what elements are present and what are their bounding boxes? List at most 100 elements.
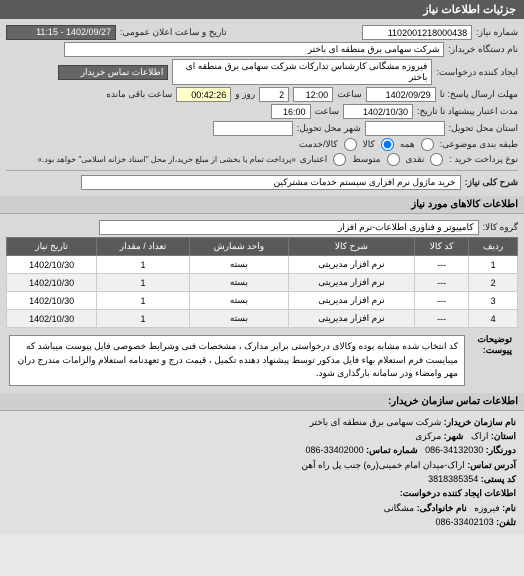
remain-days-label: روز و bbox=[235, 89, 255, 100]
remain-days: 2 bbox=[259, 87, 289, 102]
announce-field: 1402/09/27 - 11:15 bbox=[6, 25, 116, 40]
remain-time: 00:42:26 bbox=[176, 87, 231, 102]
table-header: کد کالا bbox=[414, 238, 469, 256]
deadline-time: 12:00 bbox=[293, 87, 333, 102]
goods-section-header: اطلاعات کالاهای مورد نیاز bbox=[0, 196, 524, 214]
pay-credit-radio[interactable] bbox=[333, 153, 346, 166]
table-cell: 1402/10/30 bbox=[7, 310, 97, 328]
phone-value: 33402000-086 bbox=[306, 445, 364, 455]
city-label: شهر محل تحویل: bbox=[297, 123, 361, 134]
table-cell: 1 bbox=[97, 274, 190, 292]
table-cell: بسته bbox=[189, 292, 288, 310]
table-cell: 2 bbox=[469, 274, 518, 292]
pay-medium-label: متوسط bbox=[352, 154, 380, 165]
pay-cash-radio[interactable] bbox=[430, 153, 443, 166]
table-header: تاریخ نیاز bbox=[7, 238, 97, 256]
table-row: 2---نرم افزار مدیریتیبسته11402/10/30 bbox=[7, 274, 518, 292]
cat-service-label: کالا/خدمت bbox=[299, 139, 338, 150]
table-row: 4---نرم افزار مدیریتیبسته11402/10/30 bbox=[7, 310, 518, 328]
name-label: نام: bbox=[502, 503, 516, 513]
tel-value: 33402103-086 bbox=[436, 517, 494, 527]
table-cell: 1402/10/30 bbox=[7, 292, 97, 310]
contact-button[interactable]: اطلاعات تماس خریدار bbox=[58, 65, 168, 80]
table-header: واحد شمارش bbox=[189, 238, 288, 256]
creator-section: اطلاعات ایجاد کننده درخواست: bbox=[8, 486, 516, 500]
table-cell: نرم افزار مدیریتی bbox=[289, 292, 415, 310]
payment-note: «پرداخت تمام یا بخشی از مبلغ خرید،از محل… bbox=[38, 155, 296, 164]
table-cell: 1 bbox=[97, 256, 190, 274]
request-form: شماره نیاز: 1102001218000438 تاریخ و ساع… bbox=[0, 19, 524, 196]
table-cell: --- bbox=[414, 274, 469, 292]
table-cell: 1402/10/30 bbox=[7, 256, 97, 274]
group-field: کامپیوتر و فناوری اطلاعات-نرم افزار bbox=[99, 220, 479, 235]
table-cell: --- bbox=[414, 292, 469, 310]
payment-label: نوع پرداخت خرید : bbox=[449, 154, 518, 165]
buyer-field: شرکت سهامی برق منطقه ای باختر bbox=[64, 42, 444, 57]
table-cell: 1 bbox=[469, 256, 518, 274]
validity-time: 16:00 bbox=[271, 104, 311, 119]
goods-table: ردیفکد کالاشرح کالاواحد شمارشتعداد / مقد… bbox=[6, 237, 518, 328]
table-row: 3---نرم افزار مدیریتیبسته11402/10/30 bbox=[7, 292, 518, 310]
number-label: شماره نیاز: bbox=[476, 27, 518, 38]
lastname-label: نام خانوادگی: bbox=[417, 503, 467, 513]
fax-label: دورنگار: bbox=[486, 445, 516, 455]
page-header: جزئیات اطلاعات نیاز bbox=[0, 0, 524, 19]
state-field bbox=[365, 121, 445, 136]
pay-medium-radio[interactable] bbox=[387, 153, 400, 166]
time-label-1: ساعت bbox=[337, 89, 362, 100]
deadline-date: 1402/09/29 bbox=[366, 87, 436, 102]
cat-goods-label: کالا bbox=[363, 139, 375, 150]
postal-label: کد پستی: bbox=[481, 474, 516, 484]
buyer-label: نام دستگاه خریدار: bbox=[448, 44, 518, 55]
contact-section-header: اطلاعات تماس سازمان خریدار: bbox=[0, 393, 524, 411]
table-cell: 1402/10/30 bbox=[7, 274, 97, 292]
prov-value: اراک bbox=[471, 431, 488, 441]
validity-date: 1402/10/30 bbox=[343, 104, 413, 119]
addr-value: اراک-میدان امام خمینی(ره) جنب پل راه آهن bbox=[301, 460, 464, 470]
city-field bbox=[213, 121, 293, 136]
table-cell: بسته bbox=[189, 256, 288, 274]
table-cell: نرم افزار مدیریتی bbox=[289, 274, 415, 292]
requester-field: فیروزه مشگانی کارشناس تدارکات شرکت سهامی… bbox=[172, 59, 432, 85]
category-label: طبقه بندی موضوعی: bbox=[440, 139, 518, 150]
postal-value: 3818385354 bbox=[428, 474, 478, 484]
page-title: جزئیات اطلاعات نیاز bbox=[423, 4, 516, 16]
fax-value: 34132030-086 bbox=[425, 445, 483, 455]
cat-goods-radio[interactable] bbox=[381, 138, 394, 151]
table-cell: --- bbox=[414, 256, 469, 274]
group-label: گروه کالا: bbox=[483, 222, 518, 233]
pay-credit-label: اعتباری bbox=[300, 154, 327, 165]
deadline-label: مهلت ارسال پاسخ: تا bbox=[440, 89, 518, 100]
requester-label: ایجاد کننده درخواست: bbox=[436, 67, 518, 78]
main-desc-field: خرید ماژول نرم افزاری سیستم خدمات مشترکی… bbox=[81, 175, 461, 190]
cat-all-radio[interactable] bbox=[421, 138, 434, 151]
table-header: تعداد / مقدار bbox=[97, 238, 190, 256]
table-cell: نرم افزار مدیریتی bbox=[289, 310, 415, 328]
lastname-value: مشگانی bbox=[384, 503, 415, 513]
city2-value: مرکزی bbox=[415, 431, 441, 441]
name-value: فیروزه bbox=[474, 503, 499, 513]
table-cell: 1 bbox=[97, 292, 190, 310]
table-header: ردیف bbox=[469, 238, 518, 256]
cat-all-label: همه bbox=[400, 139, 415, 150]
org-label: نام سازمان خریدار: bbox=[444, 417, 516, 427]
org-value: شرکت سهامی برق منطقه ای باختر bbox=[310, 417, 442, 427]
table-cell: 4 bbox=[469, 310, 518, 328]
validity-label: مدت اعتبار پیشنهاد تا تاریخ: bbox=[417, 106, 518, 117]
pay-cash-label: نقدی bbox=[406, 154, 425, 165]
table-header: شرح کالا bbox=[289, 238, 415, 256]
addr-label: آدرس تماس: bbox=[467, 460, 516, 470]
notes-label: توضیحات پیوست: bbox=[468, 332, 518, 389]
state-label: استان محل تحویل: bbox=[449, 123, 518, 134]
prov-label: استان: bbox=[491, 431, 516, 441]
table-cell: بسته bbox=[189, 310, 288, 328]
city2-label: شهر: bbox=[444, 431, 464, 441]
announce-label: تاریخ و ساعت اعلان عمومی: bbox=[120, 27, 227, 38]
phone-label: شماره تماس: bbox=[366, 445, 417, 455]
table-cell: نرم افزار مدیریتی bbox=[289, 256, 415, 274]
main-desc-label: شرح کلی نیاز: bbox=[465, 177, 518, 188]
table-row: 1---نرم افزار مدیریتیبسته11402/10/30 bbox=[7, 256, 518, 274]
table-cell: بسته bbox=[189, 274, 288, 292]
cat-service-radio[interactable] bbox=[344, 138, 357, 151]
table-cell: 3 bbox=[469, 292, 518, 310]
